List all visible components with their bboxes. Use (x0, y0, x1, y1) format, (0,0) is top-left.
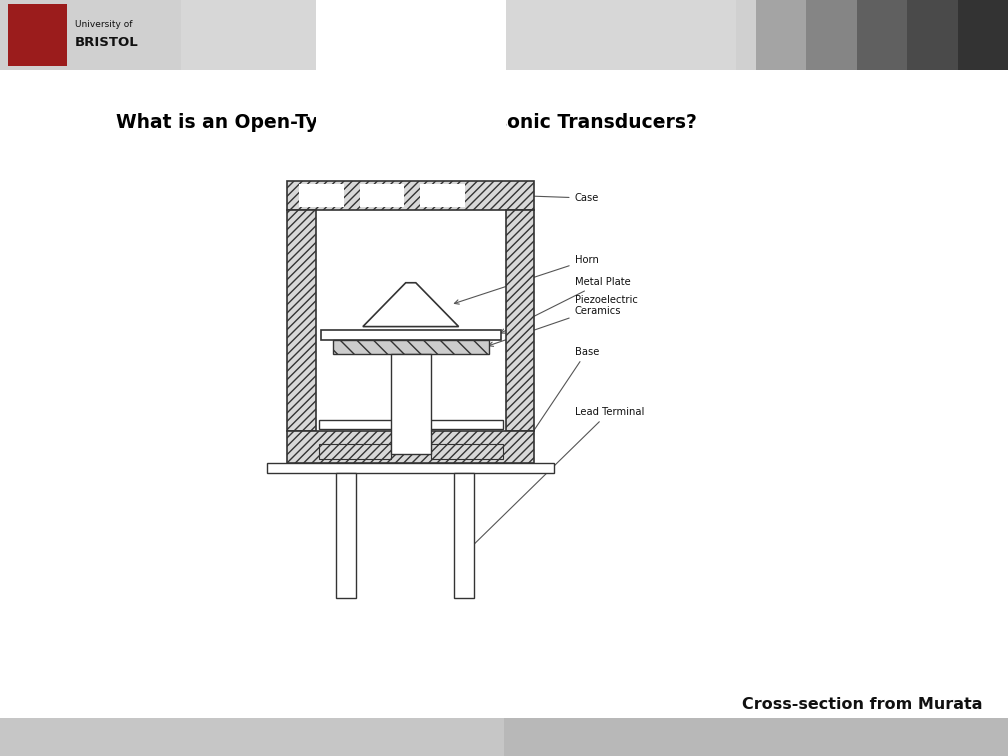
Text: Horn: Horn (455, 255, 599, 304)
Text: Case: Case (527, 193, 599, 203)
Text: University of: University of (75, 20, 132, 29)
Bar (319, 420, 503, 429)
Text: Cross-section from Murata: Cross-section from Murata (742, 697, 983, 712)
Text: Base: Base (525, 346, 599, 444)
Bar (958, 0, 1008, 70)
Bar (336, 473, 356, 598)
Text: What is an Open-Type Flexural Ultrasonic Transducers?: What is an Open-Type Flexural Ultrasonic… (116, 113, 697, 132)
Bar (0, 718, 1008, 756)
Bar (8, 4, 67, 66)
Bar (299, 184, 344, 207)
Bar (756, 0, 806, 70)
Text: Piezoelectric
Ceramics: Piezoelectric Ceramics (489, 295, 637, 346)
Bar (267, 463, 554, 473)
Bar (333, 340, 489, 354)
Bar (857, 0, 907, 70)
Bar (321, 330, 501, 340)
Text: BRISTOL: BRISTOL (75, 36, 138, 49)
Bar (287, 181, 534, 210)
Text: Introduction: Introduction (348, 23, 489, 46)
Bar (360, 184, 404, 207)
Bar (287, 210, 316, 431)
Bar (287, 431, 534, 463)
Bar (0, 0, 1008, 70)
Polygon shape (363, 283, 459, 327)
Bar (181, 0, 736, 70)
Bar (454, 473, 474, 598)
Bar (390, 354, 430, 454)
Bar (319, 444, 390, 459)
Bar (0, 70, 1008, 72)
Bar (430, 444, 503, 459)
Text: Lead Terminal: Lead Terminal (467, 407, 644, 552)
Bar (907, 0, 958, 70)
Bar (316, 0, 506, 210)
Bar (806, 0, 857, 70)
Bar (420, 184, 465, 207)
Bar (506, 210, 534, 431)
Text: Metal Plate: Metal Plate (501, 277, 630, 333)
Bar (0, 718, 504, 756)
